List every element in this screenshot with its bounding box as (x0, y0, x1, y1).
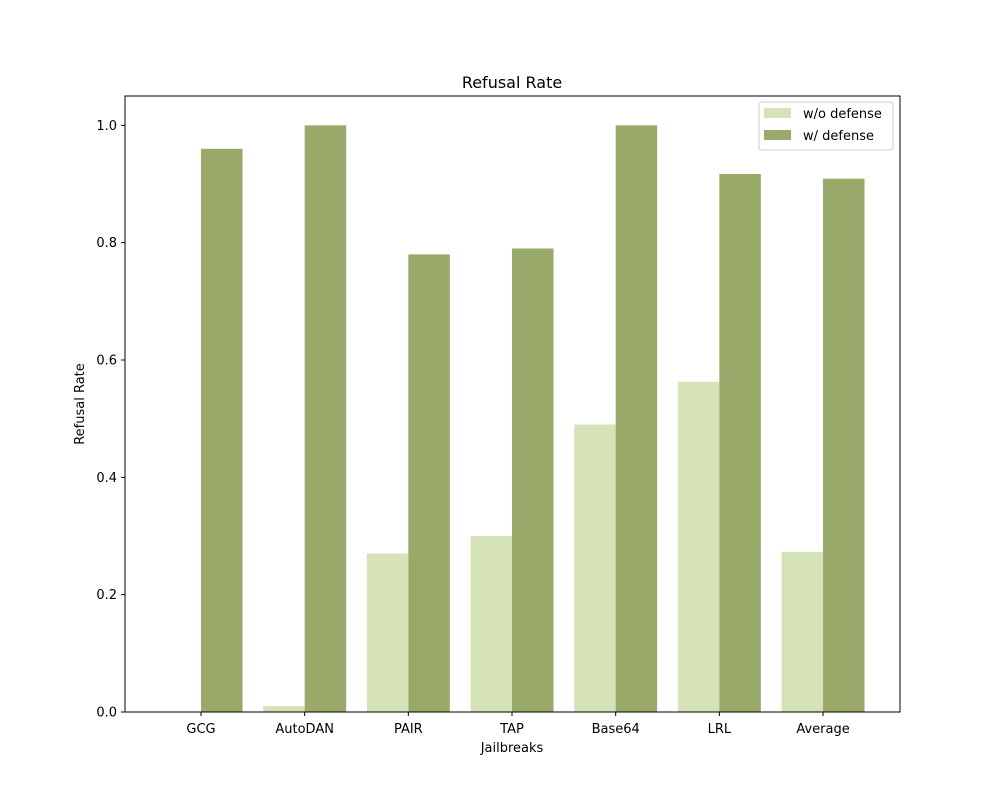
legend-swatch (764, 108, 791, 118)
x-tick-label: Average (796, 722, 849, 737)
bar-without-defense-base64 (574, 424, 616, 712)
legend: w/o defense w/ defense (758, 101, 894, 151)
bar-without-defense-lrl (677, 381, 720, 712)
bar-without-defense-pair (366, 553, 409, 712)
legend-swatch (764, 130, 791, 140)
bar-with-defense-autodan (304, 125, 347, 712)
legend-label: w/o defense (803, 107, 882, 122)
bar-without-defense-tap (470, 536, 513, 712)
x-tick-label: TAP (499, 722, 524, 737)
bars-group (201, 125, 865, 713)
chart-title: Refusal Rate (462, 73, 562, 92)
legend-label: w/ defense (803, 129, 874, 144)
y-tick-label: 0.8 (96, 236, 117, 251)
bar-with-defense-lrl (719, 174, 761, 712)
y-tick-label: 0.6 (96, 354, 117, 369)
x-tick-label: GCG (186, 722, 215, 737)
bar-with-defense-base64 (615, 125, 658, 712)
y-tick-label: 0.4 (96, 471, 117, 486)
y-axis-label: Refusal Rate (73, 363, 88, 445)
x-tick-label: AutoDAN (275, 722, 334, 737)
bar-with-defense-average (823, 178, 865, 713)
bar-without-defense-autodan (263, 706, 305, 712)
legend-box (758, 101, 894, 151)
y-axis: 0.0 0.2 0.4 0.6 0.8 1.0 (96, 119, 125, 721)
bar-with-defense-tap (512, 248, 554, 712)
bar-with-defense-gcg (201, 148, 243, 713)
y-tick-label: 0.2 (96, 588, 117, 603)
bar-with-defense-pair (408, 254, 450, 712)
y-tick-label: 1.0 (96, 119, 117, 134)
y-tick-label: 0.0 (96, 706, 117, 721)
x-axis: GCG AutoDAN PAIR TAP Base64 LRL Average (186, 712, 850, 737)
x-axis-label: Jailbreaks (480, 741, 544, 756)
x-tick-label: PAIR (394, 722, 423, 737)
x-tick-label: Base64 (592, 722, 640, 737)
bar-without-defense-average (781, 551, 824, 712)
x-tick-label: LRL (708, 722, 732, 737)
